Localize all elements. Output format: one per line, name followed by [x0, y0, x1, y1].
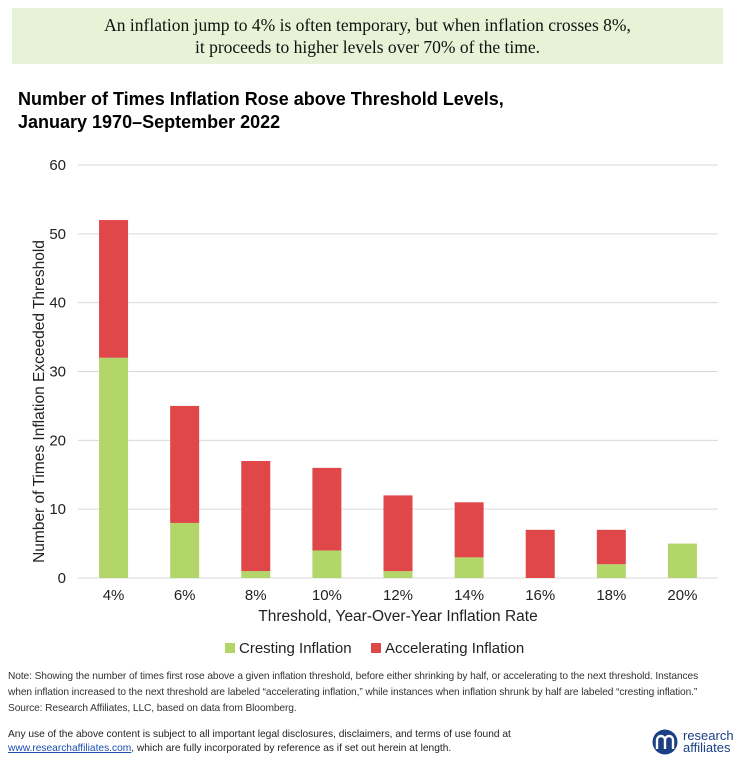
- website-link[interactable]: www.researchaffiliates.com: [8, 743, 132, 754]
- bar-cresting: [312, 550, 342, 578]
- logo-word-1: research: [683, 728, 734, 743]
- y-tick-label: 10: [49, 501, 66, 518]
- chart-subtitle: January 1970–September 2022: [18, 112, 281, 132]
- note-line-2: when inflation increased to the next thr…: [8, 687, 698, 698]
- y-tick-label: 50: [49, 226, 66, 243]
- y-tick-label: 30: [49, 364, 66, 381]
- bar-accelerating: [99, 220, 129, 358]
- logo-word-2: affiliates: [683, 740, 731, 755]
- headline-line-2: it proceeds to higher levels over 70% of…: [194, 37, 541, 57]
- logo-wordmark: research affiliates: [683, 728, 734, 755]
- y-axis-title: Number of Times Inflation Exceeded Thres…: [31, 240, 48, 563]
- y-tick-label: 0: [58, 570, 66, 587]
- bar-accelerating: [241, 460, 271, 572]
- research-affiliates-logo-icon: [652, 729, 678, 755]
- x-tick-label: 14%: [454, 587, 484, 604]
- bar-cresting: [454, 557, 484, 578]
- legend-label-cresting: Cresting Inflation: [239, 640, 352, 657]
- source-line: Source: Research Affiliates, LLC, based …: [8, 703, 297, 714]
- stacked-bar-chart: 0 10 20 30 40 50 60 4% 6% 8% 10% 12% 14% 16% 18% 20% Thr…: [31, 157, 718, 657]
- bar-accelerating: [596, 529, 626, 565]
- x-tick-label: 8%: [245, 587, 267, 604]
- bar-cresting: [170, 522, 200, 578]
- legal-line-1: Any use of the above content is subject …: [8, 729, 511, 740]
- bar-cresting: [667, 543, 697, 578]
- bar-accelerating: [170, 405, 200, 523]
- chart-note: Note: Showing the number of times first …: [8, 669, 748, 717]
- bar-cresting: [241, 571, 271, 578]
- chart-title-block: Number of Times Inflation Rose above Thr…: [18, 88, 504, 134]
- bar-accelerating: [454, 502, 484, 558]
- bar-cresting: [99, 357, 129, 578]
- bar-accelerating: [525, 529, 555, 578]
- bar-cresting: [596, 564, 626, 578]
- x-tick-label: 12%: [383, 587, 413, 604]
- legend-swatch-accelerating: [371, 643, 381, 653]
- headline-line-1: An inflation jump to 4% is often tempora…: [104, 15, 631, 35]
- legal-disclaimer: Any use of the above content is subject …: [8, 728, 628, 756]
- headline-banner: An inflation jump to 4% is often tempora…: [12, 8, 723, 64]
- bar-accelerating: [312, 467, 342, 551]
- x-tick-label: 18%: [596, 587, 626, 604]
- legal-line-2-text: , which are fully incorporated by refere…: [131, 743, 452, 754]
- x-tick-label: 16%: [525, 587, 555, 604]
- bar-accelerating: [383, 495, 413, 572]
- x-tick-label: 20%: [667, 587, 697, 604]
- x-tick-label: 4%: [103, 587, 125, 604]
- x-tick-label: 10%: [312, 587, 342, 604]
- y-tick-label: 60: [49, 157, 66, 174]
- y-tick-label: 40: [49, 295, 66, 312]
- legend-label-accelerating: Accelerating Inflation: [385, 640, 524, 657]
- x-axis-title: Threshold, Year-Over-Year Inflation Rate: [258, 608, 537, 625]
- x-tick-label: 6%: [174, 587, 196, 604]
- chart-title: Number of Times Inflation Rose above Thr…: [18, 89, 504, 109]
- note-line-1: Note: Showing the number of times first …: [8, 671, 699, 682]
- legal-line-2: www.researchaffiliates.com, which are fu…: [8, 742, 628, 756]
- y-tick-label: 20: [49, 432, 66, 449]
- bar-cresting: [383, 571, 413, 578]
- research-affiliates-logo: research affiliates: [651, 726, 747, 758]
- legend-swatch-cresting: [225, 643, 235, 653]
